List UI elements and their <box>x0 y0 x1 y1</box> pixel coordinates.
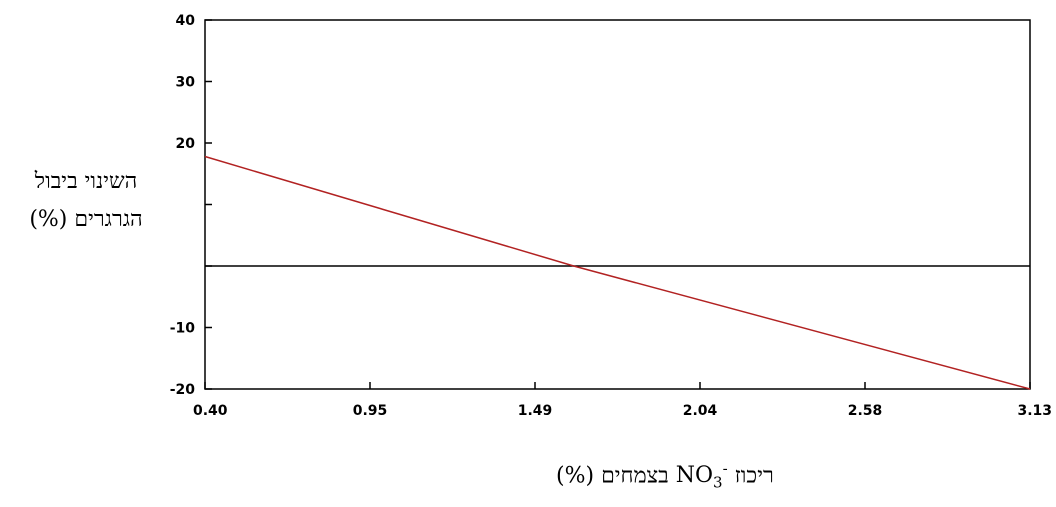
series-line <box>204 155 1031 390</box>
x-tick-label: 2.04 <box>683 403 718 419</box>
y-axis-label: השינוי ביבול הגרגרים (%) <box>6 163 166 239</box>
y-tick-label: -20 <box>170 382 196 398</box>
formula-base: NO <box>675 463 714 489</box>
x-tick-label: 0.40 <box>193 403 228 419</box>
y-tick-label: 40 <box>176 13 196 29</box>
y-tick-label: 20 <box>176 136 196 152</box>
y-axis-label-line1: השינוי ביבול <box>34 169 138 194</box>
y-axis-label-line2: הגרגרים (%) <box>29 207 143 232</box>
x-tick-label: 2.58 <box>848 403 883 419</box>
x-tick-label: 0.95 <box>353 403 388 419</box>
y-tick-label: -10 <box>170 321 196 337</box>
x-axis-label-suffix: בצמחים (%) <box>556 463 669 489</box>
x-tick-label: 3.13 <box>1017 403 1052 419</box>
y-tick-label: 30 <box>176 75 196 91</box>
x-axis-label-formula: NO3- <box>675 460 728 492</box>
x-axis-label-prefix: ריכוז <box>734 463 774 489</box>
plot-frame <box>204 19 1031 390</box>
x-tick-label: 1.49 <box>518 403 553 419</box>
formula-sup: - <box>722 460 728 478</box>
formula-sub: 3 <box>713 473 723 492</box>
x-axis-label: בצמחים (%) NO3- ריכוז <box>556 460 774 492</box>
x-axis-ticks: 0.40 0.95 1.49 2.04 2.58 3.13 <box>193 382 1052 419</box>
y-axis-ticks: 40 30 20 -10 -20 <box>170 13 212 398</box>
